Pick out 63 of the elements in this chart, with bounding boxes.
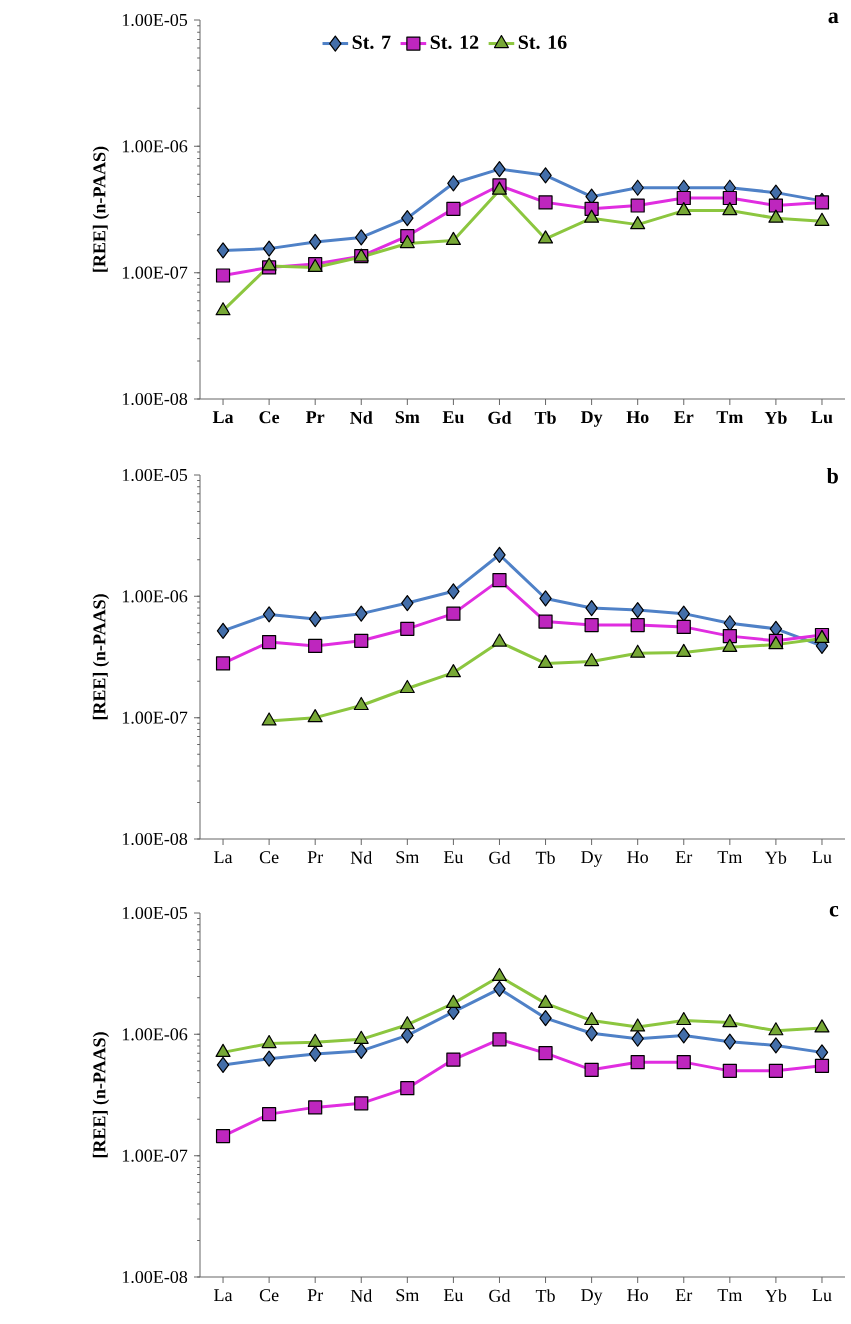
x-tick-label: Ce <box>259 411 280 424</box>
x-tick-label: Ce <box>259 851 279 864</box>
x-tick-label: Yb <box>765 1289 787 1302</box>
y-tick-label: 1.00E-06 <box>122 590 188 603</box>
y-tick-label: 1.00E-08 <box>122 832 188 846</box>
y-tick-label: 1.00E-08 <box>122 392 188 406</box>
chart-title: b <box>826 467 838 484</box>
x-tick-label: Tb <box>534 411 556 424</box>
x-tick-label: La <box>214 851 233 864</box>
x-tick-label: Nd <box>350 1289 373 1302</box>
y-tick-label: 1.00E-07 <box>122 266 188 279</box>
x-tick-label: Yb <box>765 851 787 864</box>
chart-title: c <box>829 905 839 917</box>
y-tick-label: 1.00E-05 <box>122 13 188 27</box>
y-tick-label: 1.00E-07 <box>122 711 188 724</box>
x-tick-label: Pr <box>307 851 324 863</box>
x-tick-label: Nd <box>350 851 373 864</box>
chart-title: a <box>828 12 839 24</box>
x-tick-label: Tb <box>535 851 555 864</box>
x-tick-label: Eu <box>442 411 464 424</box>
x-tick-label: Eu <box>443 1289 464 1302</box>
x-tick-label: Er <box>674 411 694 423</box>
legend-label: St. 12 <box>430 35 479 50</box>
y-tick-label: 1.00E-07 <box>122 1149 188 1162</box>
x-tick-label: Gd <box>489 1289 511 1302</box>
x-tick-label: Dy <box>581 851 603 867</box>
x-tick-label: Dy <box>581 1289 603 1305</box>
x-tick-label: Ce <box>259 1289 279 1302</box>
x-tick-label: Ho <box>627 851 648 864</box>
y-axis-title: [REE] (n-PAAS) <box>92 1032 110 1158</box>
x-tick-label: Sm <box>396 851 420 864</box>
legend-label: St. 16 <box>518 35 567 50</box>
y-tick-label: 1.00E-06 <box>122 1028 188 1041</box>
y-axis-title: [REE] (n-PAAS) <box>92 594 110 720</box>
x-tick-label: La <box>214 1289 233 1302</box>
x-tick-label: Ho <box>626 411 649 424</box>
y-axis-title: [REE] (n-PAAS) <box>92 146 110 272</box>
y-tick-label: 1.00E-05 <box>122 906 188 920</box>
x-tick-label: Tm <box>717 851 743 863</box>
x-tick-label: Tm <box>717 1289 743 1301</box>
x-tick-label: Lu <box>812 1289 832 1302</box>
x-tick-label: Nd <box>350 411 373 424</box>
x-tick-label: Er <box>675 851 693 863</box>
x-tick-label: Er <box>675 1289 693 1301</box>
y-tick-label: 1.00E-06 <box>122 140 188 153</box>
x-tick-label: Sm <box>396 1289 420 1302</box>
x-tick-label: La <box>212 411 234 424</box>
x-tick-label: Yb <box>764 411 787 424</box>
x-tick-label: Tm <box>716 411 744 423</box>
x-tick-label: Sm <box>395 411 420 424</box>
x-tick-label: Gd <box>488 411 512 424</box>
x-tick-label: Lu <box>812 851 832 864</box>
x-tick-label: Pr <box>307 1289 324 1301</box>
x-tick-label: Tb <box>535 1289 555 1302</box>
x-tick-label: Lu <box>811 411 833 424</box>
x-tick-label: Dy <box>580 411 603 427</box>
x-tick-label: Eu <box>443 851 464 864</box>
legend-label: St. 7 <box>352 35 391 50</box>
x-tick-label: Ho <box>627 1289 648 1302</box>
y-tick-label: 1.00E-08 <box>122 1270 188 1284</box>
x-tick-label: Pr <box>306 411 325 423</box>
y-tick-label: 1.00E-05 <box>122 468 188 482</box>
x-tick-label: Gd <box>489 851 511 864</box>
